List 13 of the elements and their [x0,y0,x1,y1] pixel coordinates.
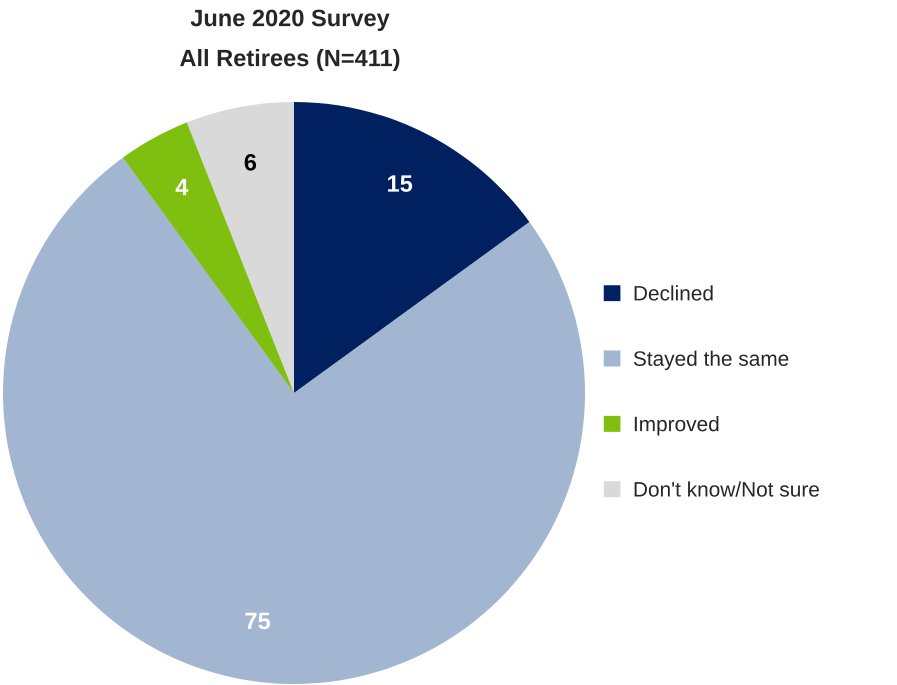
legend-label: Stayed the same [634,350,788,370]
legend-label: Improved [634,416,718,436]
pie-slice [122,122,294,393]
pie-slice [294,102,530,393]
data-label: 15 [388,175,412,192]
legend-label: Declined [634,285,713,301]
data-label: 6 [244,154,256,171]
legend-label: Don't know/Not sure [634,481,819,497]
chart-title: June 2020 Survey [190,10,390,32]
data-label: 4 [176,178,188,196]
chart-subtitle: All Retirees (N=411) [180,48,400,72]
data-label: 75 [245,612,270,630]
pie-slice [186,102,294,393]
